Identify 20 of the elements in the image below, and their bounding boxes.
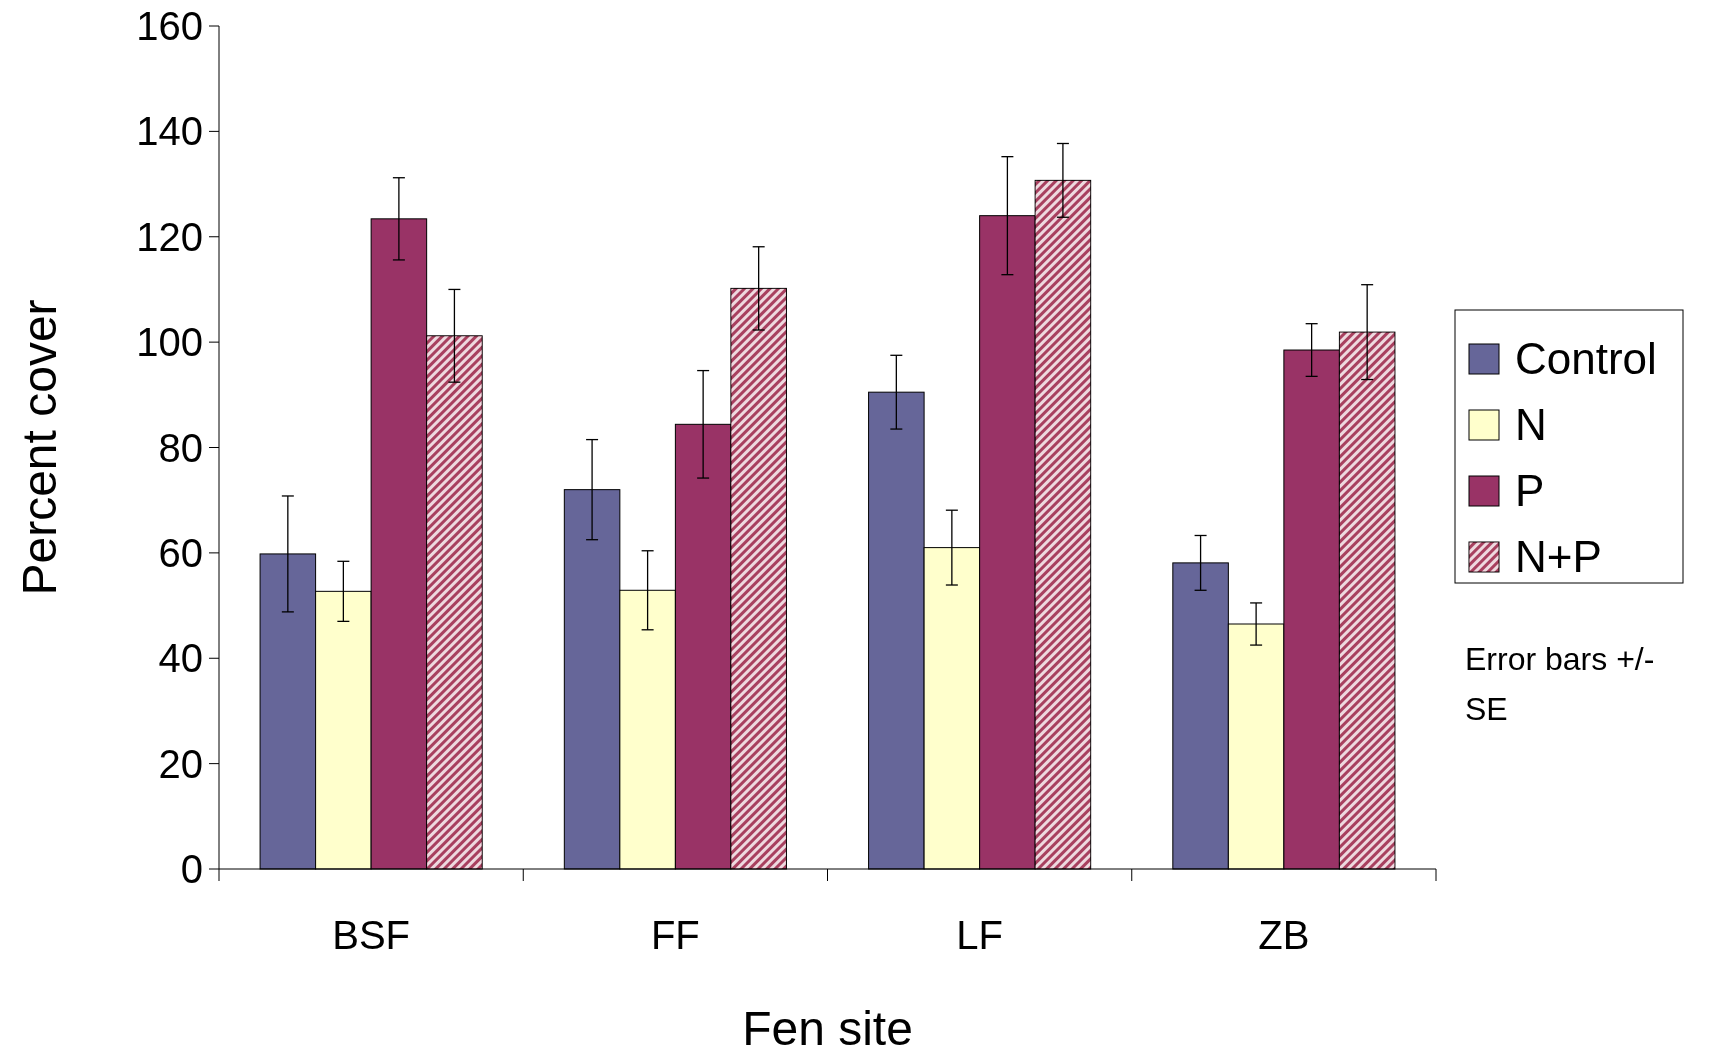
legend-label: N xyxy=(1515,400,1547,450)
x-tick-label: ZB xyxy=(1258,913,1310,957)
y-tick-label: 100 xyxy=(136,320,203,365)
y-tick-label: 60 xyxy=(158,530,203,575)
y-tick-label: 140 xyxy=(136,109,203,154)
y-tick-label: 160 xyxy=(136,4,203,48)
y-tick-label: 80 xyxy=(158,425,203,470)
x-axis-title: Fen site xyxy=(742,1002,913,1055)
legend-label: Control xyxy=(1515,334,1657,384)
y-axis-title: Percent cover xyxy=(13,299,66,596)
text: Error bars +/- SE xyxy=(1465,641,1655,727)
legend-label: P xyxy=(1515,466,1545,516)
x-tick-label: LF xyxy=(956,913,1003,957)
y-tick-label: 20 xyxy=(158,741,203,786)
y-tick-label: 120 xyxy=(136,214,203,259)
y-tick-label: 0 xyxy=(180,847,203,891)
x-tick-label: FF xyxy=(650,913,700,957)
legend-label: N+P xyxy=(1515,532,1602,582)
y-tick-label: 40 xyxy=(158,636,203,681)
x-tick-label: BSF xyxy=(332,913,411,957)
